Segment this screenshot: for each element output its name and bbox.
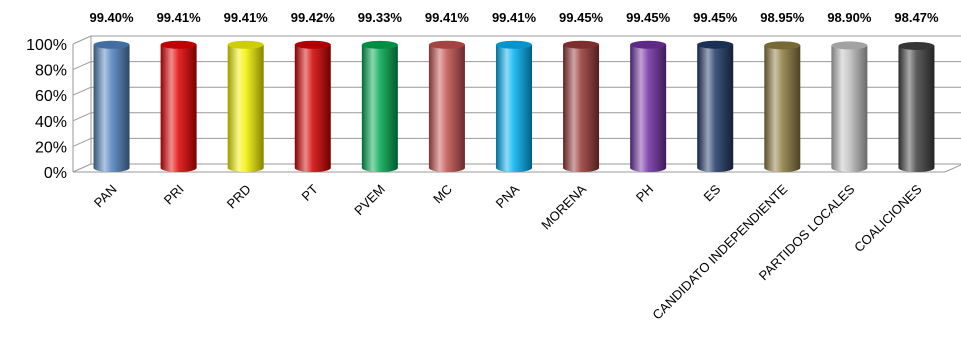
bar-pri bbox=[160, 40, 197, 172]
data-label: 98.95% bbox=[760, 10, 805, 25]
bar-mc bbox=[428, 40, 465, 172]
bar-top bbox=[294, 40, 331, 49]
data-label: 99.45% bbox=[626, 10, 671, 25]
bar-top bbox=[831, 41, 868, 50]
data-label: 99.45% bbox=[693, 10, 738, 25]
data-label: 99.41% bbox=[492, 10, 537, 25]
bar-prd bbox=[227, 40, 264, 172]
data-label: 99.42% bbox=[291, 10, 336, 25]
y-axis: 0% 20% 40% 60% 80% 100% bbox=[26, 37, 67, 182]
gridline-diagonal bbox=[72, 112, 92, 122]
data-labels: 99.40% 99.41% 99.41% 99.42% 99.33% 99.41% 99.4… bbox=[89, 10, 938, 25]
y-tick-label: 0% bbox=[44, 165, 67, 182]
x-tick-label: PRI bbox=[161, 182, 187, 208]
gridline-diagonal bbox=[72, 137, 92, 147]
bar-body bbox=[227, 44, 264, 172]
bar-morena bbox=[563, 40, 600, 173]
bar-top bbox=[227, 40, 264, 49]
bar-coaliciones bbox=[898, 41, 935, 172]
x-tick-label: COALICIONES bbox=[851, 181, 925, 255]
x-tick-label: MORENA bbox=[538, 181, 589, 232]
bar-body bbox=[160, 44, 197, 172]
bar-es bbox=[697, 40, 734, 173]
y-tick-label: 40% bbox=[35, 114, 67, 131]
gridline-diagonal bbox=[72, 86, 92, 96]
bar-top bbox=[697, 40, 734, 49]
floor-right-edge bbox=[944, 164, 961, 173]
bar-pt bbox=[294, 40, 331, 172]
bar-ph bbox=[630, 40, 667, 173]
x-tick-label: PAN bbox=[91, 182, 120, 211]
y-tick-label: 20% bbox=[35, 139, 67, 156]
bar-body bbox=[93, 44, 130, 172]
data-label: 98.90% bbox=[827, 10, 872, 25]
bar-top bbox=[630, 40, 667, 49]
bar-body bbox=[697, 44, 734, 173]
y-tick-label: 80% bbox=[35, 63, 67, 80]
bar-pvem bbox=[361, 40, 398, 172]
bar-top bbox=[898, 41, 935, 50]
data-label: 99.41% bbox=[425, 10, 470, 25]
bar-body bbox=[563, 44, 600, 173]
bar-top bbox=[428, 40, 465, 49]
bar-top bbox=[496, 40, 532, 49]
bar-body bbox=[831, 45, 868, 172]
y-tick-label: 100% bbox=[26, 37, 67, 54]
bar-top bbox=[361, 40, 398, 49]
bar-top bbox=[764, 41, 801, 50]
gridline-diagonal bbox=[72, 61, 92, 71]
x-tick-label: PNA bbox=[493, 181, 523, 211]
data-label: 98.47% bbox=[894, 10, 939, 25]
y-tick-label: 60% bbox=[35, 88, 67, 105]
bar-pan bbox=[93, 40, 130, 172]
bar-top bbox=[563, 40, 600, 49]
x-tick-label: PVEM bbox=[351, 182, 388, 219]
bar-top bbox=[160, 40, 197, 49]
bar-body bbox=[764, 45, 801, 172]
bar-body bbox=[630, 44, 667, 173]
x-axis: PAN PRI PRD PT PVEM MC PNA MORENA PH ESCANDIDATO … bbox=[91, 181, 925, 322]
data-label: 99.41% bbox=[157, 10, 202, 25]
bar-top bbox=[93, 40, 130, 49]
x-tick-label: PH bbox=[633, 182, 656, 205]
data-label: 99.33% bbox=[358, 10, 403, 25]
data-label: 99.45% bbox=[559, 10, 604, 25]
x-tick-label: ES bbox=[700, 181, 723, 204]
data-label: 99.40% bbox=[89, 10, 134, 25]
bar-partidos-locales bbox=[831, 41, 868, 172]
bar-body bbox=[496, 44, 532, 172]
x-tick-label: PRD bbox=[224, 182, 254, 212]
bar-body bbox=[294, 44, 331, 172]
bar-pna bbox=[496, 40, 532, 172]
x-tick-label: MC bbox=[430, 182, 455, 207]
bar-candidato-independiente bbox=[764, 41, 801, 172]
x-tick-label: CANDIDATO INDEPENDIENTE bbox=[649, 181, 790, 322]
x-tick-label: PT bbox=[299, 181, 321, 203]
gridline-diagonal bbox=[72, 35, 92, 45]
bar-body bbox=[898, 45, 935, 172]
data-label: 99.41% bbox=[224, 10, 269, 25]
bars bbox=[93, 40, 935, 173]
bar-body bbox=[428, 44, 465, 172]
gridline-diagonal bbox=[72, 163, 92, 173]
bar-body bbox=[361, 44, 398, 172]
